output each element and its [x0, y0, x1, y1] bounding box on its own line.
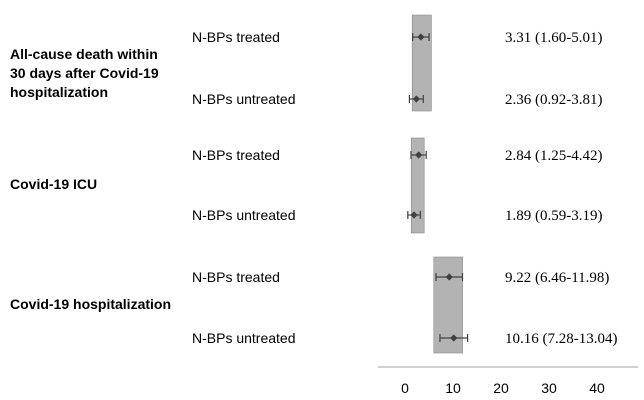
estimate-marker [445, 273, 453, 281]
estimate-marker [410, 211, 418, 219]
x-tick-label: 20 [493, 380, 509, 396]
estimate-marker [412, 95, 420, 103]
estimate-text: 10.16 (7.28-13.04) [505, 331, 618, 347]
group-label-line: 30 days after Covid-19 [10, 65, 159, 81]
reference-band [410, 137, 425, 234]
x-tick-label: 10 [445, 380, 461, 396]
row-label: N-BPs treated [192, 29, 280, 45]
row-label: N-BPs treated [192, 147, 280, 163]
estimate-marker [450, 334, 458, 342]
estimate-text: 3.31 (1.60-5.01) [505, 30, 603, 46]
estimate-text: 9.22 (6.46-11.98) [505, 270, 609, 286]
estimate-text: 2.36 (0.92-3.81) [505, 92, 603, 108]
x-tick-label: 30 [541, 380, 557, 396]
estimate-text: 1.89 (0.59-3.19) [505, 208, 603, 224]
group-label-line: All-cause death within [10, 46, 158, 62]
row-label: N-BPs untreated [192, 91, 296, 107]
group-label: Covid-19 ICU [10, 176, 97, 192]
row-label: N-BPs untreated [192, 330, 296, 346]
group-label: Covid-19 hospitalization [10, 296, 171, 312]
group-label-line: Covid-19 ICU [10, 176, 97, 192]
estimate-marker [415, 151, 423, 159]
reference-band [433, 256, 463, 354]
estimate-text: 2.84 (1.25-4.42) [505, 148, 603, 164]
estimate-marker [417, 33, 425, 41]
x-tick-label: 0 [401, 380, 409, 396]
row-label: N-BPs untreated [192, 207, 296, 223]
group-label-line: hospitalization [10, 84, 108, 100]
reference-band [411, 14, 432, 112]
group-label-line: Covid-19 hospitalization [10, 296, 171, 312]
x-tick-label: 40 [589, 380, 605, 396]
row-label: N-BPs treated [192, 269, 280, 285]
group-label: All-cause death within 30 days after Covi… [10, 46, 159, 100]
